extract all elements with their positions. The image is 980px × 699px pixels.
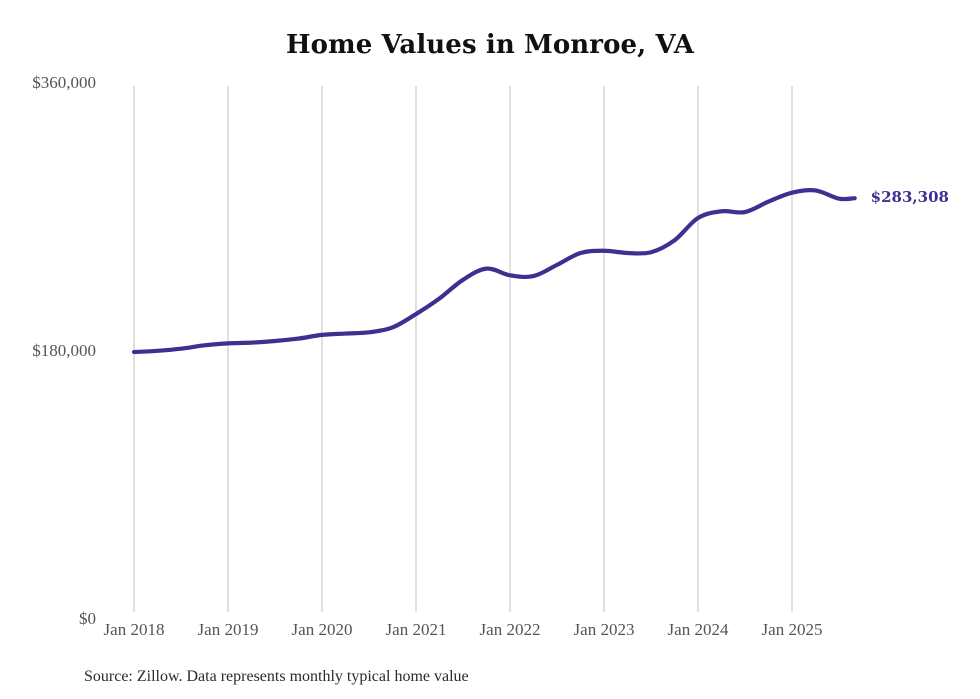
x-axis-tick-jan-2023: Jan 2023: [573, 620, 635, 639]
y-axis-tick-180000: $180,000: [32, 341, 96, 360]
x-axis-tick-jan-2021: Jan 2021: [385, 620, 447, 639]
x-axis-tick-jan-2022: Jan 2022: [479, 620, 541, 639]
gridlines: [133, 86, 793, 612]
end-value-annotation: $283,308: [870, 188, 949, 207]
x-axis-tick-jan-2025: Jan 2025: [761, 620, 823, 639]
x-axis-tick-jan-2020: Jan 2020: [291, 620, 353, 639]
x-axis-tick-jan-2019: Jan 2019: [197, 620, 259, 639]
page-title: Home Values in Monroe, VA: [285, 30, 695, 60]
x-axis-tick-jan-2024: Jan 2024: [667, 620, 729, 639]
y-axis-tick-360000: $360,000: [32, 73, 96, 92]
y-axis-tick-0: $0: [79, 609, 96, 628]
source-note: Source: Zillow. Data represents monthly …: [84, 668, 469, 685]
value-line: [131, 188, 857, 355]
x-axis-tick-jan-2018: Jan 2018: [103, 620, 165, 639]
